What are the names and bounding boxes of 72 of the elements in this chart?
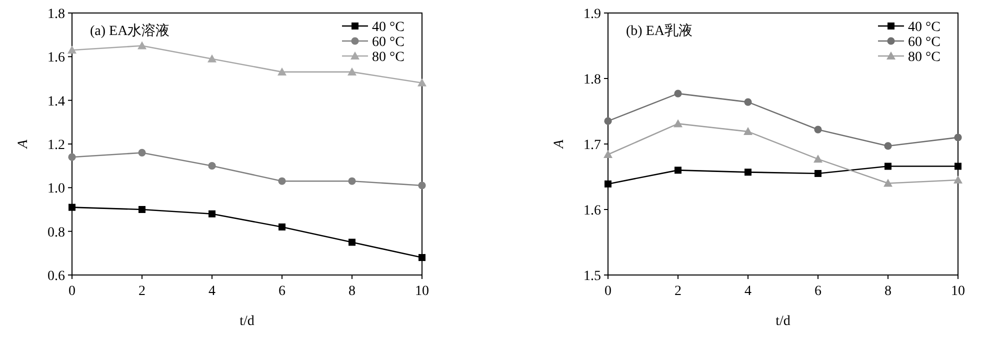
point xyxy=(278,177,286,185)
xtick: 6 xyxy=(814,284,822,299)
point xyxy=(744,98,752,106)
point xyxy=(208,210,216,218)
xtick: 8 xyxy=(884,284,892,299)
point xyxy=(418,182,426,190)
ytick: 1.6 xyxy=(48,50,65,66)
point xyxy=(674,166,682,174)
point xyxy=(604,180,612,188)
ytick: 1.7 xyxy=(584,138,601,153)
ylabel: A xyxy=(16,140,31,148)
xtick: 2 xyxy=(674,284,682,299)
point xyxy=(744,127,752,136)
point xyxy=(138,206,146,213)
xtick: 0 xyxy=(68,284,76,299)
point xyxy=(138,148,146,157)
point xyxy=(278,67,286,76)
point xyxy=(418,254,426,262)
point xyxy=(68,46,76,54)
ytick: 1.0 xyxy=(48,182,65,197)
ytick: 1.8 xyxy=(48,7,65,22)
point xyxy=(138,41,146,50)
title: (a) EA水溶液 xyxy=(90,24,170,39)
point xyxy=(954,176,962,184)
point xyxy=(884,142,892,150)
point xyxy=(674,90,682,98)
point xyxy=(68,204,76,211)
legend-label: 80 °C xyxy=(372,50,404,65)
point xyxy=(814,170,822,177)
legend-label: 80 °C xyxy=(908,50,940,65)
xtick: 10 xyxy=(415,284,429,299)
ytick: 1.6 xyxy=(584,204,601,218)
point xyxy=(674,119,682,128)
point xyxy=(348,67,356,76)
xtick: 2 xyxy=(138,284,146,299)
ytick: 1.8 xyxy=(584,72,601,88)
point xyxy=(68,153,76,161)
point xyxy=(884,162,892,170)
point xyxy=(208,162,216,170)
xlabel: t/d xyxy=(240,314,254,329)
point xyxy=(954,162,962,170)
xtick: 4 xyxy=(208,284,216,299)
point xyxy=(348,177,356,185)
legend-label: 40 °C xyxy=(372,20,404,35)
xlabel: t/d xyxy=(776,314,790,329)
ytick: 0.6 xyxy=(48,269,65,284)
point xyxy=(208,54,216,62)
legend-label: 60 °C xyxy=(372,35,404,50)
point xyxy=(418,78,426,86)
xtick: 10 xyxy=(951,284,965,299)
ytick: 1.9 xyxy=(584,7,601,22)
legend-label: 60 °C xyxy=(908,35,940,50)
point xyxy=(604,117,612,125)
point xyxy=(604,150,612,158)
xtick: 6 xyxy=(278,284,286,299)
point xyxy=(278,223,286,230)
point xyxy=(814,126,822,134)
point xyxy=(744,168,752,176)
ytick: 1.5 xyxy=(584,269,601,284)
point xyxy=(884,178,892,187)
ytick: 1.4 xyxy=(48,94,65,110)
legend-label: 40 °C xyxy=(908,20,940,35)
ytick: 1.2 xyxy=(48,138,65,153)
xtick: 8 xyxy=(348,284,356,299)
xtick: 4 xyxy=(744,284,752,299)
title: (b) EA乳液 xyxy=(626,24,692,39)
ytick: 0.8 xyxy=(48,225,65,240)
point xyxy=(348,238,356,246)
xtick: 0 xyxy=(604,284,612,299)
point xyxy=(954,134,962,142)
ylabel: A xyxy=(552,140,567,148)
point xyxy=(814,154,822,163)
